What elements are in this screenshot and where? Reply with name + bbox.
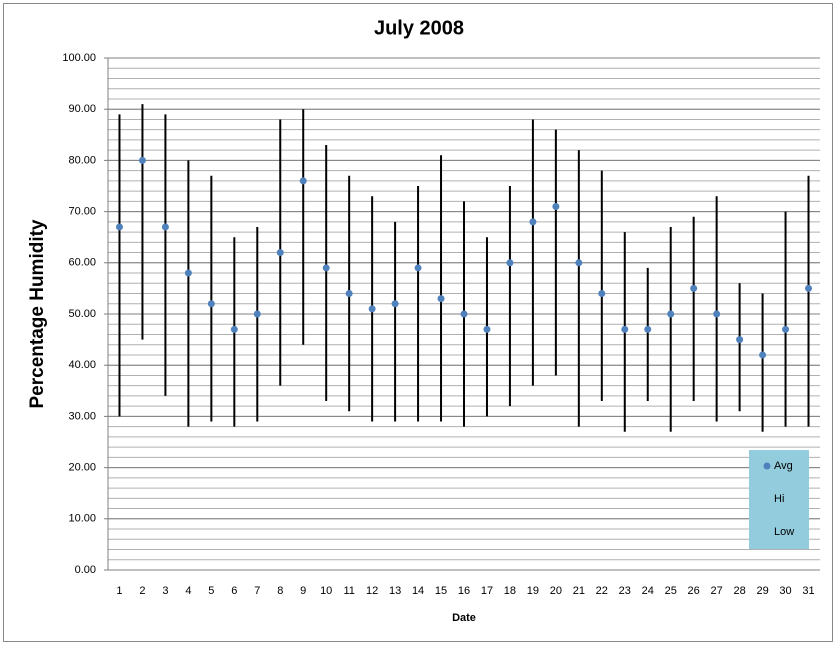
- x-tick-label: 26: [688, 585, 700, 597]
- avg-point: [506, 259, 514, 267]
- avg-point: [391, 300, 399, 308]
- y-tick-label: 40.00: [68, 359, 96, 371]
- x-tick-label: 4: [185, 585, 191, 597]
- y-axis-label: Percentage Humidity: [27, 219, 48, 408]
- y-tick-label: 100.00: [62, 52, 96, 64]
- x-tick-label: 30: [779, 585, 791, 597]
- avg-point: [759, 351, 767, 359]
- x-tick-label: 2: [139, 585, 145, 597]
- legend-label: Low: [774, 526, 794, 538]
- x-tick-label: 16: [458, 585, 470, 597]
- x-tick-label: 12: [366, 585, 378, 597]
- legend-label: Hi: [774, 493, 784, 505]
- x-tick-label: 18: [504, 585, 516, 597]
- x-tick-label: 23: [619, 585, 631, 597]
- avg-point: [161, 223, 169, 231]
- x-tick-label: 17: [481, 585, 493, 597]
- x-tick-label: 22: [596, 585, 608, 597]
- avg-point: [184, 269, 192, 277]
- avg-point: [345, 290, 353, 298]
- avg-point: [667, 310, 675, 318]
- avg-point: [644, 325, 652, 333]
- y-tick-label: 60.00: [68, 257, 96, 269]
- x-tick-label: 5: [208, 585, 214, 597]
- avg-point: [552, 202, 560, 210]
- avg-point: [483, 325, 491, 333]
- x-tick-label: 6: [231, 585, 237, 597]
- y-tick-label: 80.00: [68, 154, 96, 166]
- avg-point: [736, 336, 744, 344]
- x-tick-label: 13: [389, 585, 401, 597]
- x-tick-label: 7: [254, 585, 260, 597]
- x-tick-label: 15: [435, 585, 447, 597]
- legend-marker: [763, 462, 771, 470]
- avg-point: [253, 310, 261, 318]
- x-tick-label: 11: [343, 585, 354, 597]
- x-tick-label: 3: [162, 585, 168, 597]
- avg-point: [322, 264, 330, 272]
- avg-point: [460, 310, 468, 318]
- avg-point: [690, 284, 698, 292]
- x-tick-label: 21: [573, 585, 585, 597]
- avg-point: [713, 310, 721, 318]
- chart-title: July 2008: [374, 17, 464, 39]
- avg-point: [805, 284, 813, 292]
- x-tick-label: 29: [756, 585, 768, 597]
- x-tick-label: 1: [116, 585, 122, 597]
- x-tick-label: 9: [300, 585, 306, 597]
- avg-point: [414, 264, 422, 272]
- avg-point: [598, 290, 606, 298]
- avg-point: [437, 295, 445, 303]
- y-tick-label: 0.00: [75, 564, 96, 576]
- x-tick-label: 28: [733, 585, 745, 597]
- avg-point: [276, 249, 284, 257]
- x-tick-label: 14: [412, 585, 424, 597]
- avg-point: [138, 156, 146, 164]
- x-tick-label: 27: [711, 585, 723, 597]
- avg-point: [115, 223, 123, 231]
- avg-point: [368, 305, 376, 313]
- x-tick-label: 24: [642, 585, 654, 597]
- legend-box: [749, 450, 809, 549]
- x-tick-label: 19: [527, 585, 539, 597]
- avg-point: [299, 177, 307, 185]
- y-tick-label: 20.00: [68, 462, 96, 474]
- x-tick-label: 20: [550, 585, 562, 597]
- x-tick-label: 25: [665, 585, 677, 597]
- avg-point: [621, 325, 629, 333]
- y-tick-label: 70.00: [68, 206, 96, 218]
- y-tick-label: 30.00: [68, 410, 96, 422]
- avg-point: [529, 218, 537, 226]
- x-tick-label: 8: [277, 585, 283, 597]
- y-tick-label: 90.00: [68, 103, 96, 115]
- avg-point: [230, 325, 238, 333]
- avg-point: [575, 259, 583, 267]
- x-tick-label: 31: [802, 585, 814, 597]
- y-tick-label: 50.00: [68, 308, 96, 320]
- y-tick-label: 10.00: [68, 513, 96, 525]
- x-tick-label: 10: [320, 585, 332, 597]
- legend-label: Avg: [774, 460, 793, 472]
- x-axis-label: Date: [452, 612, 476, 624]
- avg-point: [782, 325, 790, 333]
- avg-point: [207, 300, 215, 308]
